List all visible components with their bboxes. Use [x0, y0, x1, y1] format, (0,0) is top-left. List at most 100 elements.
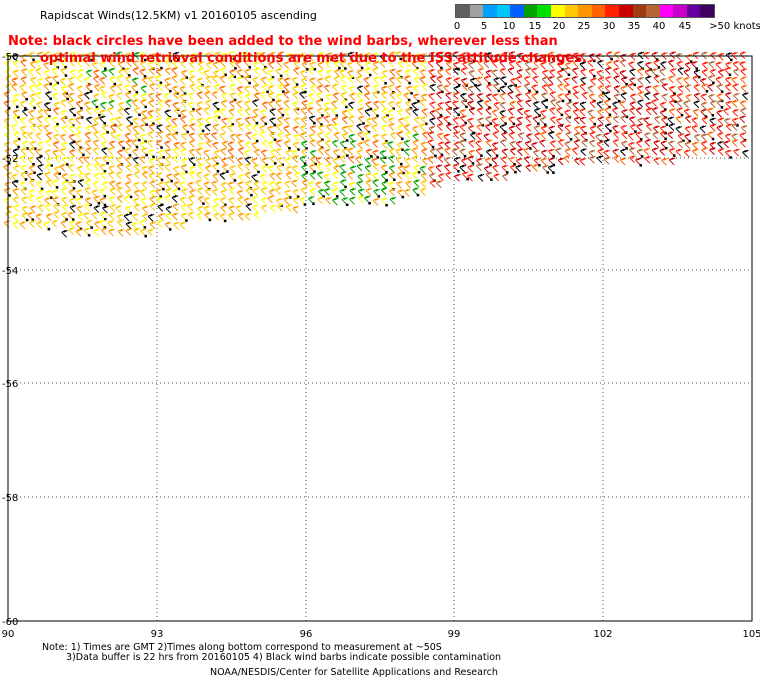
wind-barb — [742, 149, 749, 158]
wind-barb — [667, 131, 674, 140]
contamination-dot — [503, 130, 507, 134]
wind-barb — [69, 149, 76, 158]
wind-barb — [387, 141, 394, 149]
contamination-dot — [65, 218, 68, 221]
wind-barb — [397, 117, 405, 126]
contamination-dot — [720, 106, 724, 109]
wind-barb — [644, 155, 652, 164]
wind-barb — [30, 76, 37, 85]
wind-barb — [253, 148, 261, 157]
wind-barb — [707, 107, 714, 116]
wind-barb — [21, 91, 28, 100]
wind-barb — [443, 115, 450, 124]
wind-barb — [467, 85, 475, 94]
wind-barb — [717, 141, 724, 149]
wind-barb — [13, 164, 20, 173]
wind-barb — [37, 204, 45, 213]
wind-barb — [371, 124, 378, 133]
wind-barb — [630, 93, 637, 102]
wind-barb — [499, 101, 507, 110]
wind-barb — [93, 131, 100, 139]
wind-barb — [475, 76, 483, 85]
wind-barb — [379, 59, 387, 68]
wind-barb — [476, 99, 484, 108]
contamination-dot — [712, 81, 715, 85]
wind-barb — [205, 75, 213, 84]
wind-barb — [260, 149, 268, 158]
wind-barb — [443, 84, 450, 93]
wind-barb — [389, 68, 397, 77]
wind-barb — [76, 109, 84, 118]
wind-barb — [637, 117, 645, 126]
contamination-dot — [145, 153, 148, 157]
wind-barb — [485, 107, 493, 116]
wind-barb — [324, 148, 331, 157]
wind-barb — [588, 149, 596, 158]
contamination-dot — [288, 146, 291, 150]
wind-barb — [43, 116, 51, 125]
wind-barb — [501, 131, 508, 140]
wind-barb — [11, 124, 18, 132]
contamination-dot — [639, 138, 643, 141]
wind-barb — [453, 85, 461, 94]
wind-barb — [125, 221, 133, 230]
wind-barb — [100, 227, 108, 236]
wind-barb — [77, 68, 85, 77]
wind-barb — [109, 76, 116, 85]
wind-barb — [444, 164, 451, 172]
wind-barb — [35, 213, 43, 222]
wind-barb — [60, 116, 68, 125]
wind-barb — [739, 132, 746, 141]
wind-barb — [212, 123, 220, 132]
wind-barb — [115, 205, 122, 214]
wind-barb — [437, 155, 445, 163]
contamination-dot — [255, 139, 259, 143]
legend-swatch — [510, 5, 524, 17]
wind-barb — [725, 76, 732, 85]
wind-barb — [245, 131, 252, 140]
wind-barb — [661, 83, 669, 91]
y-tick-label: -54 — [2, 266, 18, 277]
wind-barb — [541, 76, 549, 85]
contamination-dot — [231, 123, 235, 126]
wind-barb — [228, 205, 236, 214]
contamination-dot — [680, 113, 684, 117]
wind-barb — [212, 172, 220, 181]
wind-barb — [148, 92, 155, 101]
y-tick-label: -50 — [2, 52, 18, 63]
wind-barb — [525, 123, 532, 132]
wind-barb — [317, 188, 325, 197]
wind-barb — [437, 132, 444, 141]
wind-barb — [259, 51, 267, 60]
wind-barb — [267, 165, 275, 174]
wind-barb — [253, 67, 261, 76]
wind-barb — [317, 171, 324, 180]
wind-barb — [684, 84, 692, 92]
wind-barb — [156, 197, 163, 205]
wind-barb — [93, 117, 101, 125]
wind-barb — [229, 83, 236, 92]
wind-barb — [84, 179, 92, 188]
wind-barb — [717, 117, 725, 126]
wind-barb — [676, 93, 684, 101]
wind-barb — [299, 125, 307, 133]
wind-barb — [133, 227, 141, 236]
wind-barb — [740, 68, 747, 77]
contamination-dot — [226, 170, 229, 173]
contamination-dot — [368, 202, 371, 205]
wind-barb — [603, 99, 611, 108]
contamination-dot — [705, 90, 709, 93]
wind-barb — [51, 83, 58, 92]
wind-barb — [444, 157, 451, 165]
wind-barb — [235, 133, 243, 142]
wind-barb — [563, 155, 571, 164]
wind-barb — [653, 59, 660, 68]
contamination-dot — [232, 57, 236, 61]
wind-barb — [237, 91, 245, 100]
contamination-dot — [90, 226, 93, 229]
wind-barb — [76, 59, 84, 68]
contamination-dot — [425, 122, 428, 126]
wind-barb — [157, 83, 164, 92]
footer-note-line-1: Note: 1) Times are GMT 2)Times along bot… — [42, 642, 442, 653]
wind-barb — [742, 92, 749, 101]
